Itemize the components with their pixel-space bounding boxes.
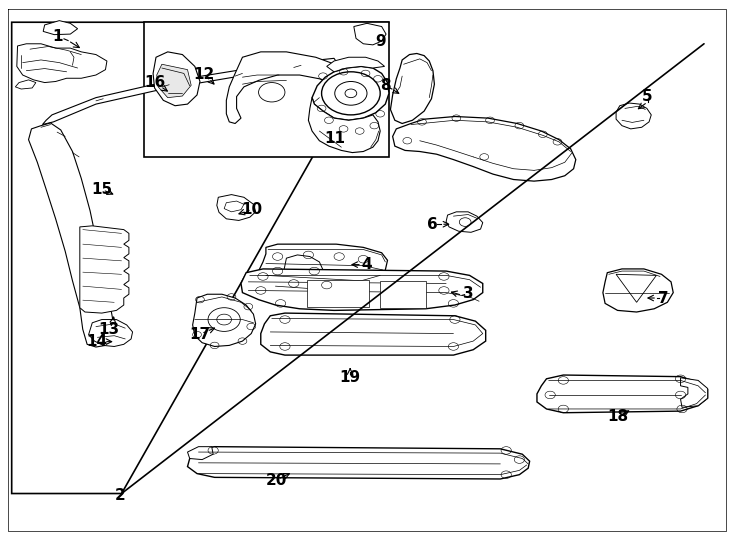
Polygon shape — [144, 22, 389, 157]
Polygon shape — [43, 21, 78, 35]
Text: 1: 1 — [53, 29, 63, 44]
Polygon shape — [537, 375, 708, 413]
Text: 8: 8 — [380, 78, 390, 93]
Polygon shape — [224, 201, 244, 212]
Text: 17: 17 — [189, 327, 211, 342]
Polygon shape — [17, 44, 107, 83]
Polygon shape — [89, 320, 133, 347]
Bar — [380, 281, 426, 308]
Text: 13: 13 — [98, 322, 120, 337]
Polygon shape — [29, 123, 116, 347]
Polygon shape — [83, 232, 115, 255]
Polygon shape — [295, 280, 327, 300]
Polygon shape — [187, 447, 530, 479]
Polygon shape — [192, 294, 255, 347]
Polygon shape — [616, 274, 656, 302]
Text: 10: 10 — [241, 201, 263, 217]
Text: 3: 3 — [463, 286, 473, 301]
Polygon shape — [43, 58, 338, 125]
Text: 5: 5 — [642, 89, 653, 104]
Text: 18: 18 — [608, 409, 629, 424]
Text: 15: 15 — [91, 182, 112, 197]
Polygon shape — [393, 117, 575, 181]
Polygon shape — [446, 212, 483, 232]
Polygon shape — [603, 269, 673, 312]
Text: 14: 14 — [86, 334, 107, 349]
Polygon shape — [241, 269, 483, 310]
Polygon shape — [284, 255, 323, 282]
Text: 9: 9 — [376, 33, 386, 49]
Text: 11: 11 — [324, 131, 345, 146]
Polygon shape — [308, 98, 380, 153]
Polygon shape — [217, 194, 255, 220]
Polygon shape — [157, 64, 191, 98]
Polygon shape — [226, 52, 380, 124]
Polygon shape — [616, 103, 651, 129]
Polygon shape — [15, 80, 36, 89]
Polygon shape — [327, 57, 385, 72]
Polygon shape — [261, 313, 486, 355]
Polygon shape — [680, 377, 708, 407]
Polygon shape — [354, 23, 386, 45]
Text: 4: 4 — [362, 257, 372, 272]
Polygon shape — [312, 66, 389, 120]
Polygon shape — [80, 226, 129, 313]
Text: 7: 7 — [658, 291, 668, 306]
Text: 6: 6 — [427, 217, 437, 232]
Polygon shape — [187, 447, 213, 460]
Text: 20: 20 — [266, 472, 287, 488]
Polygon shape — [12, 22, 389, 494]
Bar — [307, 280, 369, 307]
Polygon shape — [258, 244, 388, 289]
Text: 16: 16 — [145, 75, 166, 90]
Text: 12: 12 — [194, 67, 215, 82]
Text: 2: 2 — [115, 488, 126, 503]
Text: 19: 19 — [340, 370, 360, 385]
Polygon shape — [153, 52, 200, 106]
Polygon shape — [390, 53, 435, 124]
